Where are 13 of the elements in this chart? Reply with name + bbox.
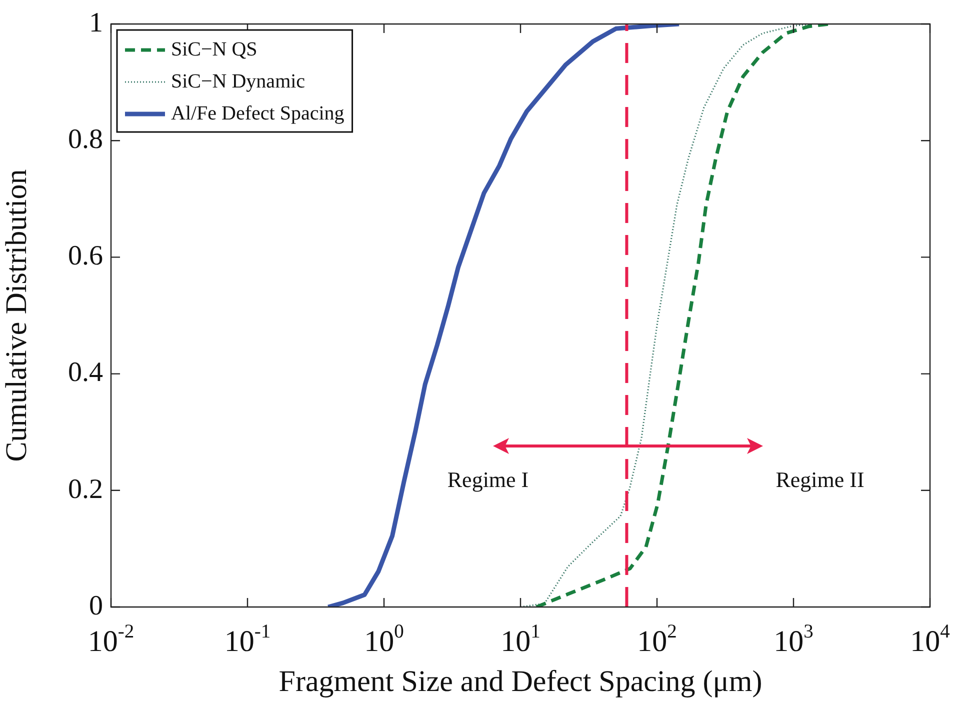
y-tick-label: 0.4 <box>68 357 103 388</box>
x-axis-title: Fragment Size and Defect Spacing (μm) <box>278 664 762 698</box>
annotation: Regime I <box>447 466 529 492</box>
y-tick-label: 0.2 <box>68 474 103 505</box>
legend-label: Al/Fe Defect Spacing <box>171 102 344 124</box>
legend-label: SiC−N QS <box>171 38 258 60</box>
annotation: Regime II <box>776 466 864 492</box>
y-tick-label: 0.6 <box>68 240 103 272</box>
y-axis-title: Cumulative Distribution <box>0 169 33 462</box>
y-tick-label: 1 <box>89 7 103 38</box>
legend-label: SiC−N Dynamic <box>171 70 306 92</box>
y-tick-label: 0 <box>89 590 103 622</box>
y-tick-label: 0.8 <box>68 124 103 155</box>
